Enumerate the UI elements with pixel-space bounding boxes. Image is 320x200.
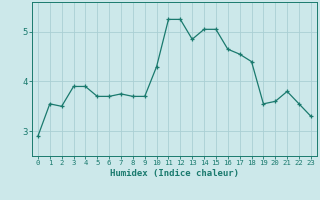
X-axis label: Humidex (Indice chaleur): Humidex (Indice chaleur) (110, 169, 239, 178)
